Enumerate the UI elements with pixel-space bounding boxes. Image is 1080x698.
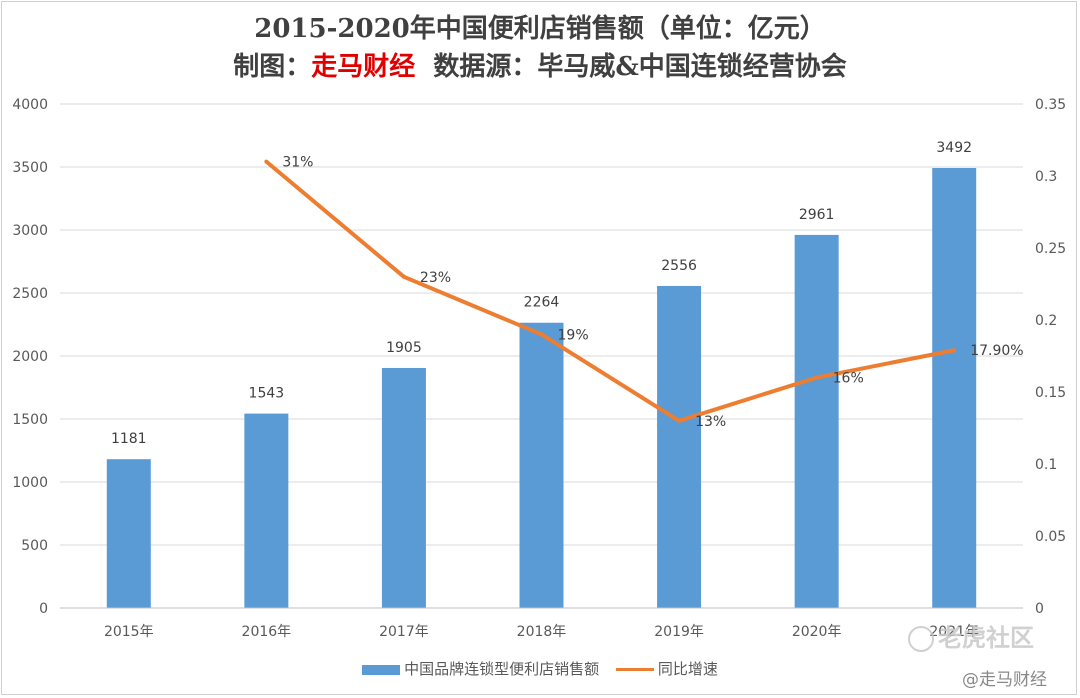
legend-item-line: 同比增速 bbox=[615, 658, 718, 679]
y-right-tick-label: 0.05 bbox=[1035, 529, 1066, 545]
x-tick-label: 2021年 bbox=[929, 624, 979, 640]
bar-data-label: 1543 bbox=[249, 386, 285, 402]
bar bbox=[519, 322, 564, 608]
y-right-tick-label: 0.25 bbox=[1035, 241, 1066, 257]
y-right-tick-label: 0.2 bbox=[1035, 313, 1057, 329]
growth-data-label: 19% bbox=[558, 327, 589, 343]
bar-data-label: 2556 bbox=[661, 258, 697, 274]
growth-data-label: 13% bbox=[695, 414, 726, 430]
growth-data-label: 16% bbox=[833, 371, 864, 387]
growth-point bbox=[264, 159, 269, 164]
bar bbox=[657, 285, 702, 608]
x-tick-label: 2016年 bbox=[242, 624, 292, 640]
legend-swatch-bar bbox=[362, 664, 401, 675]
watermark-logo: 老虎社区 bbox=[908, 618, 1034, 653]
y-right-tick-label: 0.3 bbox=[1035, 169, 1057, 185]
growth-data-label: 17.90% bbox=[970, 343, 1023, 359]
y-left-tick-label: 4000 bbox=[12, 97, 48, 113]
chart-title: 2015-2020年中国便利店销售额（单位：亿元） bbox=[254, 14, 826, 44]
bar bbox=[381, 367, 426, 608]
y-left-tick-label: 500 bbox=[21, 538, 48, 554]
growth-point bbox=[677, 418, 682, 423]
y-right-tick-label: 0 bbox=[1035, 601, 1044, 617]
y-left-tick-label: 3500 bbox=[12, 160, 48, 176]
bar bbox=[932, 168, 977, 608]
x-tick-label: 2017年 bbox=[379, 624, 429, 640]
y-right-tick-label: 0.15 bbox=[1035, 385, 1066, 401]
growth-point bbox=[401, 274, 406, 279]
subtitle-prefix: 制图： bbox=[233, 52, 312, 82]
legend: 中国品牌连锁型便利店销售额 同比增速 bbox=[0, 658, 1080, 679]
y-left-tick-label: 1500 bbox=[12, 412, 48, 428]
tiger-logo-icon bbox=[908, 626, 934, 652]
bar bbox=[244, 413, 289, 608]
y-left-tick-label: 1000 bbox=[12, 475, 48, 491]
growth-data-label: 23% bbox=[420, 270, 451, 286]
x-tick-label: 2020年 bbox=[792, 624, 842, 640]
y-right-tick-label: 0.35 bbox=[1035, 97, 1066, 113]
growth-line bbox=[265, 160, 955, 423]
y-left-tick-label: 2500 bbox=[12, 286, 48, 302]
legend-item-bar: 中国品牌连锁型便利店销售额 bbox=[362, 658, 599, 679]
growth-point bbox=[814, 375, 819, 380]
chart-subtitle: 制图：走马财经 数据源：毕马威&中国连锁经营协会 bbox=[0, 46, 1080, 83]
bar-data-label: 3492 bbox=[936, 140, 972, 156]
y-left-tick-label: 2000 bbox=[12, 349, 48, 365]
bar-data-label: 1181 bbox=[111, 431, 147, 447]
x-tick-label: 2018年 bbox=[517, 624, 567, 640]
y-right-tick-label: 0.1 bbox=[1035, 457, 1057, 473]
legend-label-line: 同比增速 bbox=[657, 660, 718, 678]
subtitle-brand: 走马财经 bbox=[311, 52, 416, 82]
y-left-tick-label: 0 bbox=[39, 601, 48, 617]
bar bbox=[794, 234, 839, 608]
subtitle-source: 数据源：毕马威&中国连锁经营协会 bbox=[415, 52, 847, 82]
legend-label-bar: 中国品牌连锁型便利店销售额 bbox=[404, 660, 600, 678]
watermark-sub: @走马财经 bbox=[962, 670, 1047, 690]
watermark-main-text: 老虎社区 bbox=[938, 624, 1034, 652]
legend-swatch-line bbox=[615, 668, 654, 671]
growth-point bbox=[952, 348, 957, 353]
bar bbox=[106, 459, 151, 608]
bar-data-label: 2264 bbox=[524, 295, 560, 311]
growth-point bbox=[539, 332, 544, 337]
bar-data-label: 1905 bbox=[386, 340, 422, 356]
x-tick-label: 2019年 bbox=[654, 624, 704, 640]
bar-data-label: 2961 bbox=[799, 207, 835, 223]
y-left-tick-label: 3000 bbox=[12, 223, 48, 239]
x-tick-label: 2015年 bbox=[104, 624, 154, 640]
growth-data-label: 31% bbox=[282, 155, 313, 171]
